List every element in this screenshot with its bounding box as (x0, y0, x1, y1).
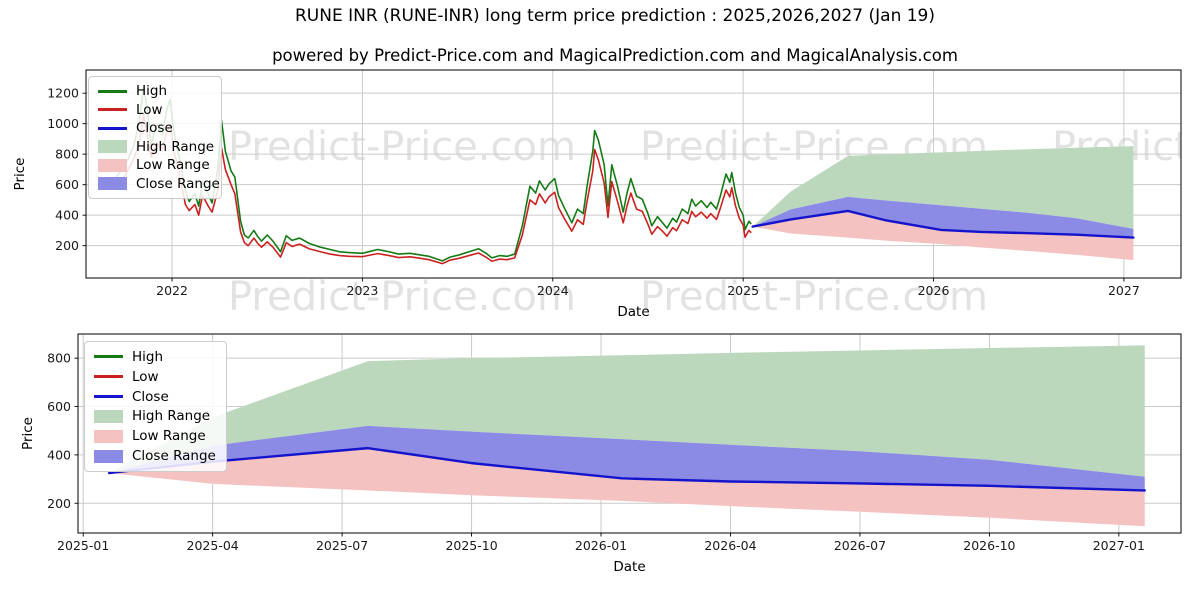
legend-item-high-range: High Range (98, 138, 215, 155)
x-tick-label: 2024 (537, 283, 569, 298)
legend-line-swatch (94, 375, 123, 379)
legend-label: Low (132, 368, 159, 385)
legend-label: Close Range (136, 175, 220, 192)
y-tick-label: 200 (55, 238, 79, 253)
bottom-chart-legend: High Low Close High Range Low Range Close Ran… (84, 341, 227, 472)
close-line (751, 209, 1135, 239)
legend-patch-swatch (98, 177, 127, 191)
x-tick-label: 2025-01 (57, 538, 109, 553)
legend-label: High Range (136, 138, 215, 155)
top-chart: 2022 2023 2024 2025 2026 2027 200 400 600 800 1000… (12, 69, 1182, 320)
x-tick-label: 2027-01 (1093, 538, 1145, 553)
figure-title: RUNE INR (RUNE-INR) long term price pred… (294, 6, 936, 26)
figure-subtitle: powered by Predict-Price.com and Magical… (272, 46, 958, 65)
legend-label: High Range (132, 408, 211, 425)
legend-item-low: Low (94, 369, 216, 385)
low-range-area (752, 210, 1134, 261)
bottom-chart: 2025-01 2025-04 2025-07 2025-10 2026-01 2026-… (20, 333, 1182, 575)
y-tick-label: 1200 (47, 86, 79, 101)
y-tick-label: 400 (55, 208, 79, 223)
legend-item-low: Low (98, 102, 211, 118)
legend-item-close: Close (94, 389, 216, 405)
x-tick-label: 2026-04 (704, 538, 756, 553)
legend-item-close: Close (98, 120, 211, 136)
legend-patch-swatch (94, 449, 123, 463)
legend-label: Close (136, 120, 173, 137)
axes-spine (77, 333, 1182, 534)
x-tick-label: 2023 (347, 283, 379, 298)
watermark-text: Predict-Price.com (640, 274, 988, 320)
legend-line-swatch (98, 108, 127, 112)
legend-label: Low (136, 101, 163, 118)
legend-item-high-range: High Range (94, 408, 216, 424)
close-line (107, 446, 1146, 492)
y-tick-label: 600 (55, 177, 79, 192)
x-tick-label: 2025-07 (316, 538, 368, 553)
watermark-text: Predict-Price.com (228, 274, 576, 320)
top-chart-legend: High Low Close High Range Low Range Close Ran… (88, 76, 222, 199)
legend-item-low-range: Low Range (94, 428, 216, 444)
y-tick-label: 200 (47, 496, 71, 511)
legend-label: Close Range (132, 448, 216, 465)
x-tick-label: 2026 (918, 283, 950, 298)
legend-line-swatch (98, 89, 127, 93)
legend-patch-swatch (98, 158, 127, 172)
legend-line-swatch (94, 395, 123, 399)
legend-line-swatch (94, 355, 123, 359)
x-axis-label: Date (613, 559, 645, 575)
x-tick-label: 2025-04 (187, 538, 239, 553)
watermark-text: Predict-Price.com (228, 124, 576, 170)
legend-patch-swatch (98, 140, 127, 154)
low-range-area (109, 448, 1145, 527)
x-tick-label: 2025 (727, 283, 759, 298)
close-range-area (752, 196, 1134, 238)
y-tick-label: 800 (47, 351, 71, 366)
legend-label: Close (132, 388, 169, 405)
legend-item-high: High (94, 349, 216, 365)
y-axis-label: Price (20, 417, 36, 450)
high-range-area (752, 146, 1134, 229)
legend-item-close-range: Close Range (94, 448, 216, 464)
y-tick-label: 1000 (47, 116, 79, 131)
legend-label: Low Range (132, 428, 206, 445)
y-tick-label: 800 (55, 147, 79, 162)
legend-patch-swatch (94, 429, 123, 443)
y-tick-label: 600 (47, 399, 71, 414)
legend-line-swatch (98, 126, 127, 130)
y-axis-label: Price (12, 158, 28, 191)
x-tick-label: 2026-07 (834, 538, 886, 553)
legend-label: High (132, 348, 164, 365)
x-tick-label: 2025-10 (445, 538, 497, 553)
x-tick-label: 2026-10 (963, 538, 1015, 553)
legend-label: High (136, 83, 168, 100)
close-range-area (109, 425, 1145, 491)
legend-item-high: High (98, 83, 211, 99)
legend-patch-swatch (94, 409, 123, 423)
high-range-area (109, 345, 1145, 477)
legend-item-close-range: Close Range (98, 176, 220, 192)
x-axis-label: Date (617, 304, 649, 320)
x-tick-label: 2027 (1108, 283, 1140, 298)
legend-item-low-range: Low Range (98, 157, 211, 173)
axes-spine (85, 69, 1182, 279)
legend-label: Low Range (136, 157, 210, 174)
y-tick-label: 400 (47, 447, 71, 462)
x-tick-label: 2022 (156, 283, 188, 298)
x-tick-label: 2026-01 (575, 538, 627, 553)
